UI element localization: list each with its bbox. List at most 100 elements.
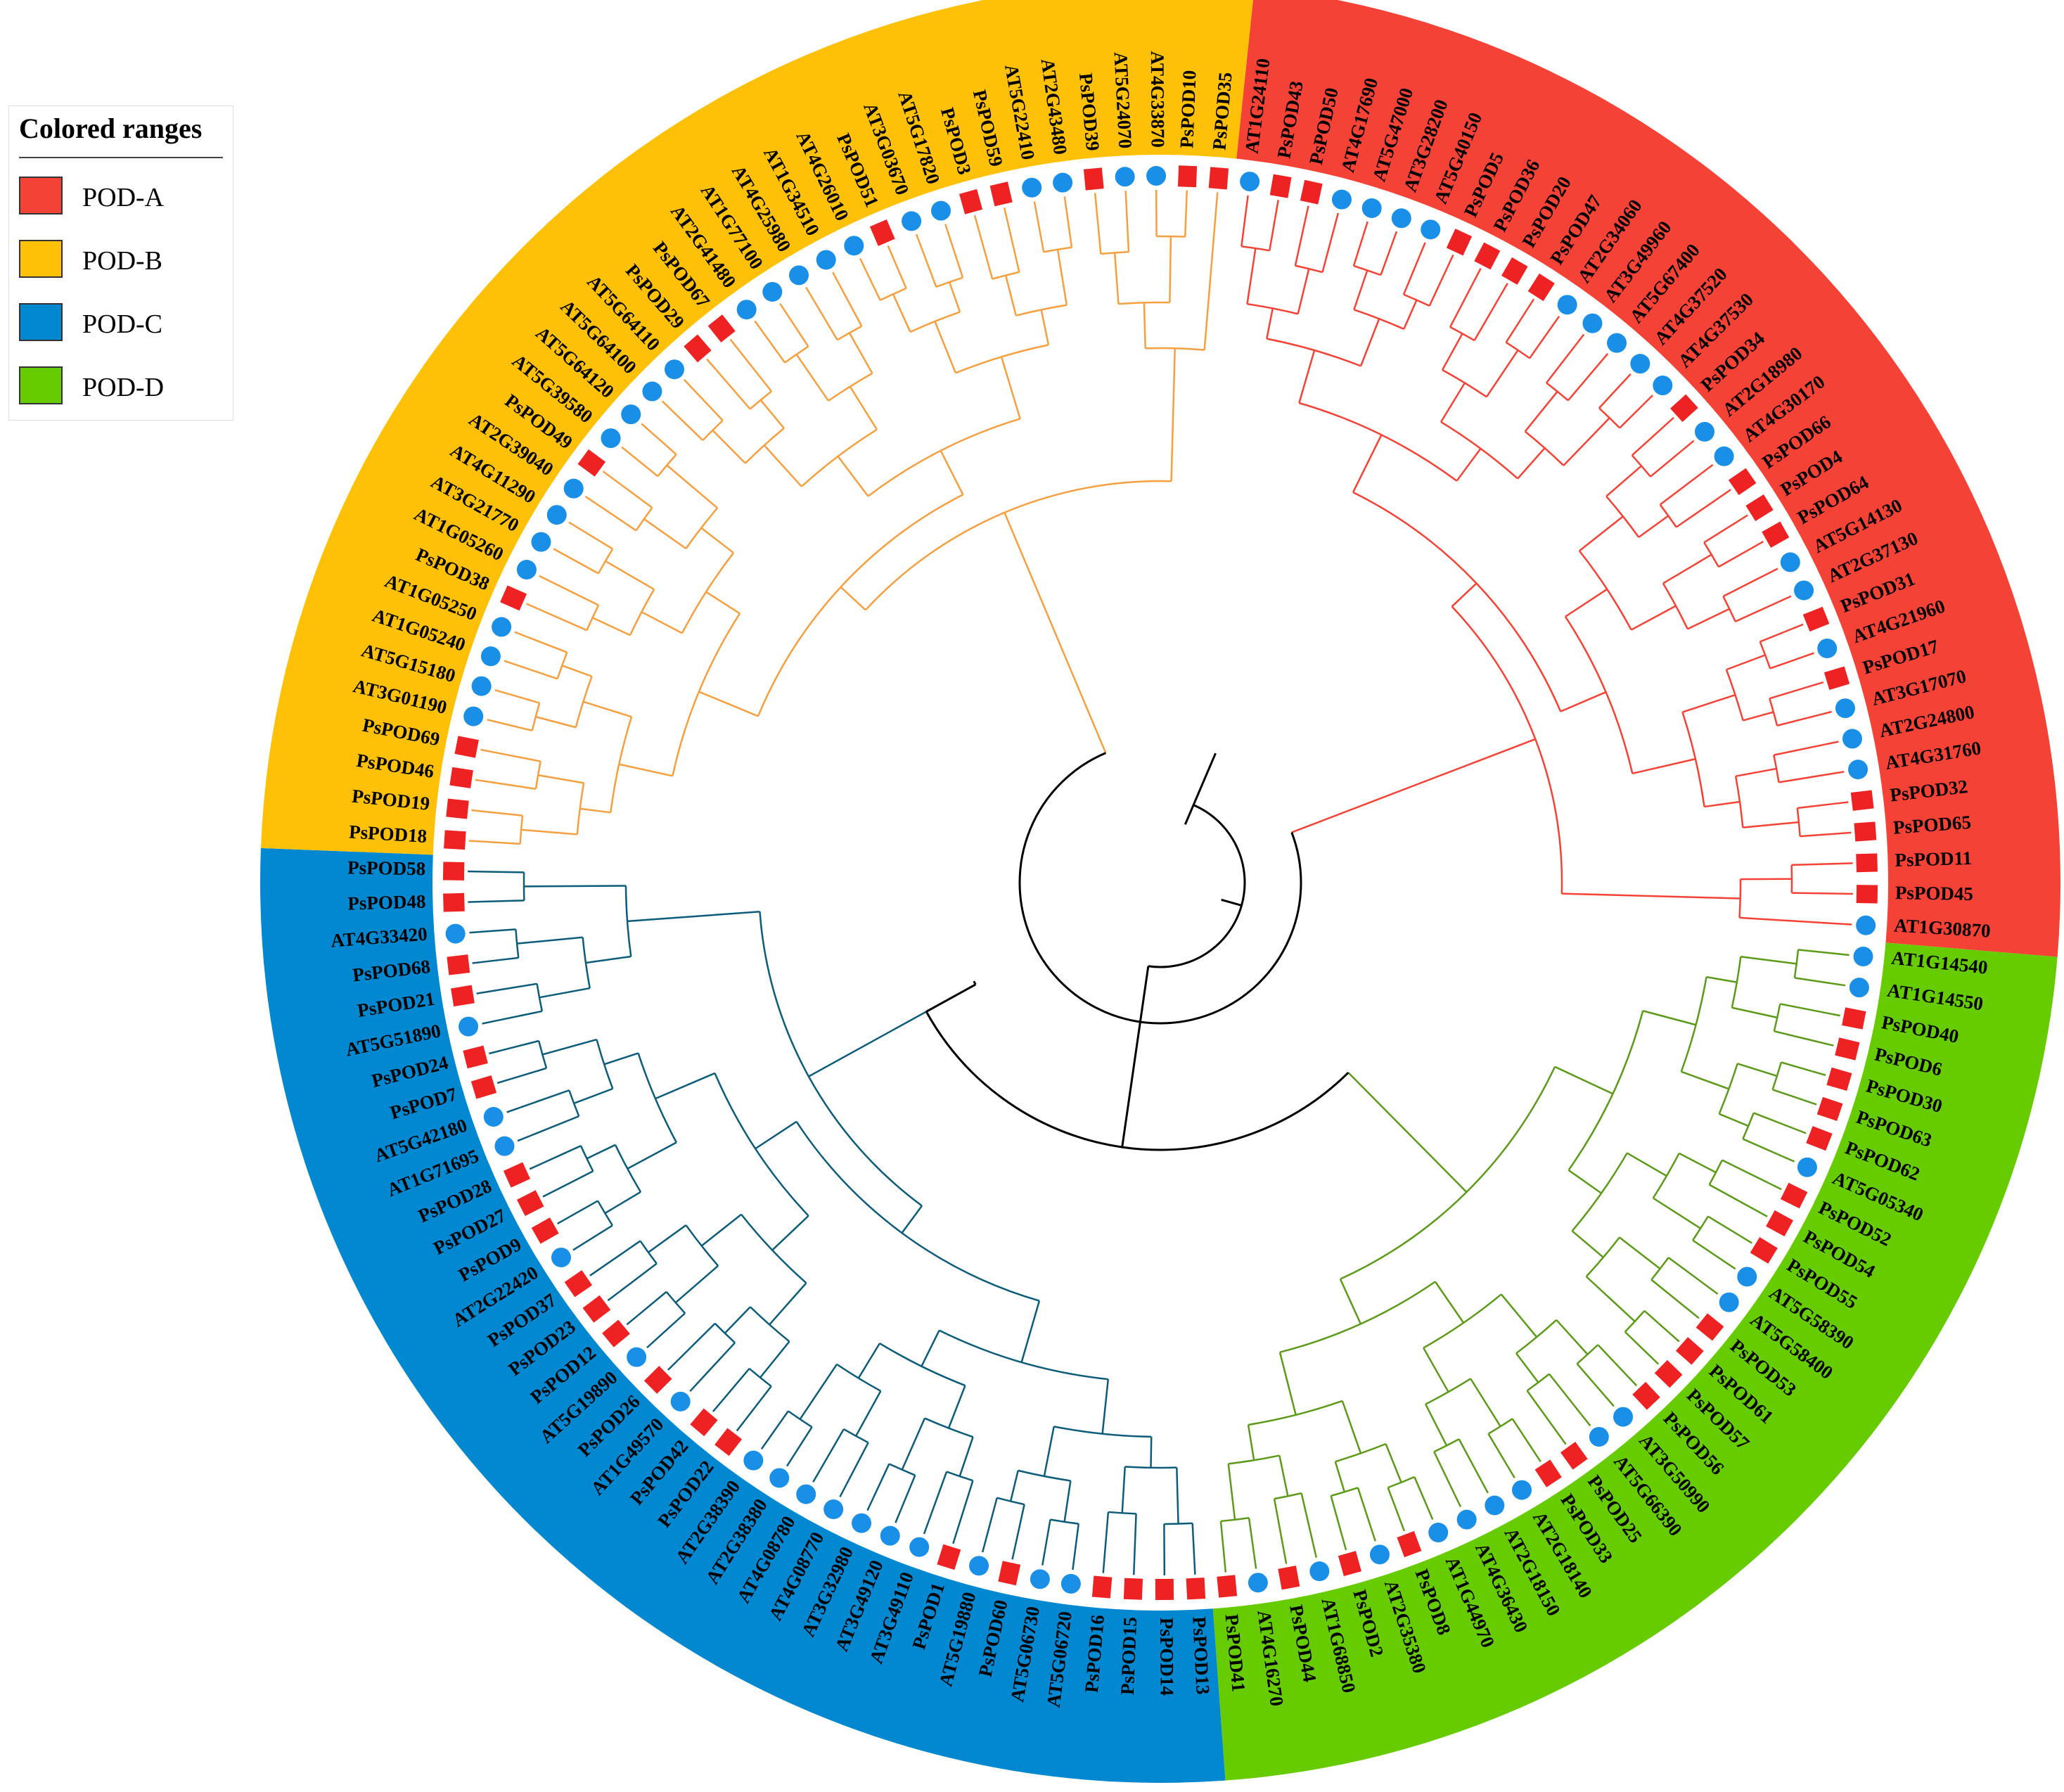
- branch-arc: [836, 1363, 881, 1392]
- backbone: [1184, 753, 1217, 825]
- branch: [1576, 1363, 1605, 1397]
- range-pod-d: [1212, 942, 2058, 1781]
- branch: [1485, 350, 1519, 398]
- branch: [849, 385, 878, 430]
- branch-arc: [741, 1213, 807, 1284]
- branch: [1423, 1347, 1449, 1393]
- branch: [795, 354, 830, 402]
- branch: [1627, 1152, 1667, 1177]
- branch: [812, 299, 838, 340]
- clade-stem: [1291, 738, 1536, 833]
- branch-arc: [1353, 264, 1381, 276]
- branch: [1073, 1523, 1079, 1556]
- branch: [1653, 1197, 1701, 1229]
- marker-at: [471, 676, 492, 696]
- branch-arc: [1742, 1112, 1755, 1139]
- branch: [1774, 743, 1826, 756]
- branch: [1676, 497, 1720, 528]
- branch: [700, 527, 734, 554]
- branch: [1642, 1010, 1696, 1026]
- marker-at: [1146, 166, 1167, 186]
- branch: [537, 774, 584, 784]
- branch-arc: [714, 1322, 736, 1344]
- branch-arc: [685, 1224, 719, 1267]
- branch: [627, 1141, 677, 1170]
- branch: [584, 1224, 613, 1243]
- range-pod-c: [260, 847, 1226, 1783]
- branch: [1753, 1112, 1794, 1129]
- marker-ps: [463, 1045, 488, 1069]
- branch: [573, 1087, 613, 1104]
- branch: [472, 960, 487, 964]
- branch: [539, 608, 587, 632]
- branch: [1380, 244, 1393, 276]
- marker-at: [909, 1537, 930, 1557]
- branch: [812, 1469, 821, 1483]
- branch: [502, 1039, 539, 1051]
- branch-arc: [1515, 1319, 1558, 1355]
- branch: [496, 1077, 511, 1084]
- leaf-label: PsPOD58: [347, 857, 425, 879]
- branch: [1692, 1239, 1724, 1262]
- marker-ps: [444, 830, 466, 850]
- branch: [1764, 568, 1778, 576]
- branch: [832, 271, 840, 286]
- branch: [1650, 1279, 1689, 1310]
- marker-at: [1331, 189, 1352, 210]
- branch: [1526, 1390, 1558, 1434]
- branch: [1597, 1344, 1628, 1376]
- branch: [1620, 373, 1632, 385]
- branch: [1831, 982, 1846, 987]
- branch: [1643, 1310, 1669, 1333]
- branch: [1759, 629, 1790, 643]
- branch: [1567, 364, 1600, 402]
- branch: [1266, 308, 1274, 339]
- marker-at: [1369, 1544, 1390, 1565]
- branch: [517, 1134, 532, 1142]
- branch: [618, 763, 673, 777]
- marker-at: [1719, 1292, 1739, 1312]
- branch: [1812, 1070, 1826, 1077]
- marker-ps: [1696, 1313, 1724, 1341]
- branch-arc: [1624, 1310, 1646, 1333]
- marker-at: [1115, 167, 1135, 187]
- marker-at: [1485, 1495, 1505, 1516]
- branch: [769, 1410, 789, 1438]
- branch: [1330, 1495, 1343, 1537]
- clade-stem: [1004, 512, 1107, 754]
- branch: [530, 1115, 579, 1137]
- branch: [471, 809, 486, 813]
- branch: [1735, 514, 1748, 524]
- branch: [602, 471, 615, 481]
- branch: [641, 611, 683, 634]
- branch: [1778, 773, 1831, 783]
- marker-ps: [1091, 1575, 1113, 1599]
- branch: [483, 928, 516, 933]
- branch-arc: [1759, 641, 1771, 669]
- backbone-arc: [1018, 752, 1302, 1025]
- branch: [1624, 1331, 1649, 1355]
- branch: [579, 807, 611, 814]
- branch: [1524, 390, 1558, 433]
- branch: [1359, 318, 1380, 366]
- marker-ps: [443, 892, 465, 912]
- branch: [1304, 205, 1309, 220]
- branch: [1433, 1451, 1456, 1495]
- branch-arc: [1043, 246, 1072, 253]
- marker-ps: [1501, 257, 1528, 285]
- branch: [1352, 234, 1364, 267]
- branch: [1434, 1281, 1465, 1324]
- marker-ps: [454, 736, 479, 758]
- marker-ps: [1835, 1037, 1860, 1061]
- branch-arc: [924, 1417, 973, 1438]
- branch-arc: [935, 276, 963, 288]
- branch-arc: [1738, 879, 1742, 918]
- branch-arc: [672, 613, 741, 776]
- branch-arc: [1652, 1153, 1680, 1199]
- branch: [1414, 1476, 1428, 1507]
- branch-arc: [536, 983, 544, 1012]
- marker-ps: [690, 1408, 718, 1437]
- branch: [557, 1215, 570, 1225]
- branch: [476, 990, 491, 994]
- branch: [586, 1144, 616, 1160]
